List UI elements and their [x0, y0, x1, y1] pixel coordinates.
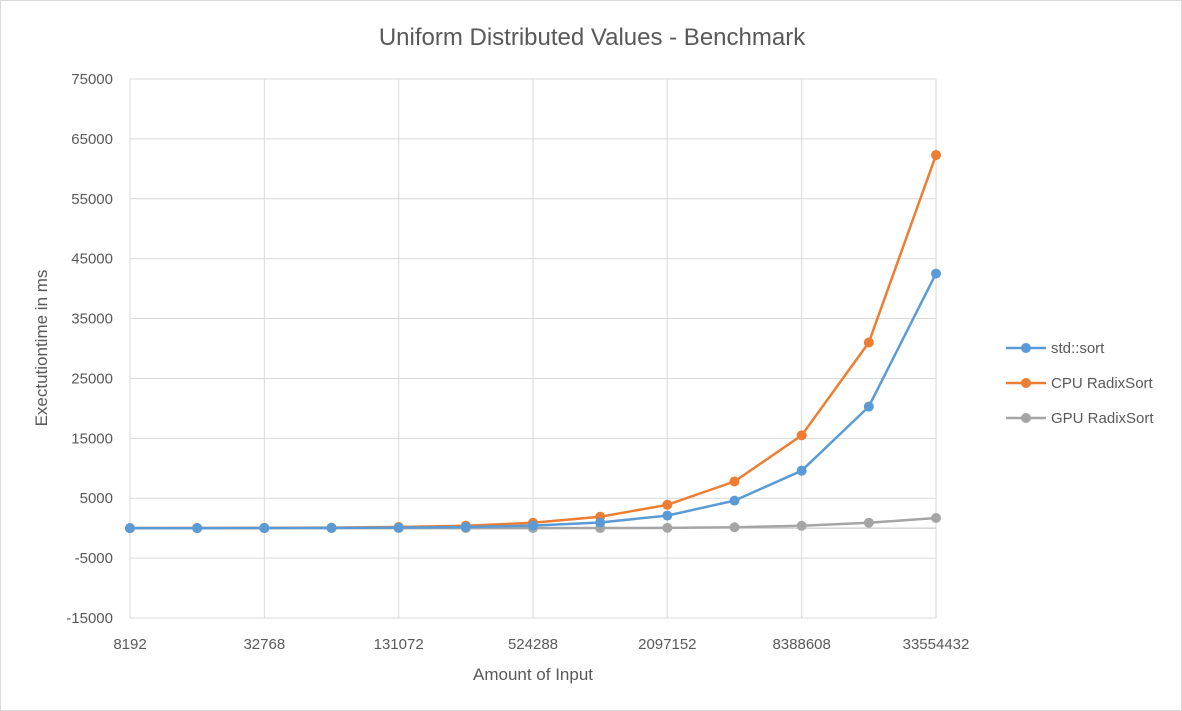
data-point	[863, 517, 874, 528]
y-tick-label: 65000	[71, 131, 113, 148]
data-point	[192, 523, 203, 534]
data-point	[595, 517, 606, 528]
data-point	[528, 520, 538, 531]
data-point	[729, 476, 740, 487]
legend-item: CPU RadixSort	[1006, 375, 1154, 392]
y-tick-label: 35000	[71, 311, 113, 328]
data-point	[326, 522, 337, 533]
data-point	[863, 401, 874, 412]
y-tick-label: -15000	[66, 610, 113, 627]
data-point	[796, 520, 807, 531]
x-tick-labels: 8192 32768 131072 524288 2097152 8388608 33554…	[113, 636, 969, 653]
y-tick-label: 15000	[71, 430, 113, 447]
x-tick-label: 8388608	[772, 636, 830, 653]
legend-label: std::sort	[1051, 340, 1105, 357]
y-tick-label: 45000	[71, 251, 113, 268]
y-axis-title: Exectutiontime in ms	[32, 270, 51, 427]
grid	[129, 78, 937, 619]
series-layer	[125, 150, 941, 534]
x-axis-title: Amount of Input	[473, 665, 593, 684]
data-point	[863, 337, 874, 348]
y-tick-label: 75000	[71, 71, 113, 88]
legend-marker	[1021, 343, 1031, 353]
data-point	[393, 522, 404, 533]
y-tick-label: 25000	[71, 370, 113, 387]
chart-title: Uniform Distributed Values - Benchmark	[379, 24, 806, 51]
legend-marker	[1021, 413, 1031, 423]
data-point	[931, 512, 941, 523]
x-tick-label: 131072	[374, 636, 424, 653]
legend-label: CPU RadixSort	[1051, 375, 1154, 392]
legend-item: GPU RadixSort	[1006, 410, 1154, 427]
data-point	[729, 495, 740, 506]
y-tick-label: 55000	[71, 191, 113, 208]
y-tick-label: -5000	[75, 550, 113, 567]
legend-marker	[1021, 378, 1031, 388]
legend-item: std::sort	[1006, 340, 1105, 357]
y-tick-labels: 75000 65000 55000 45000 35000 25000 15000 5000 -…	[66, 71, 113, 627]
series-std-sort	[125, 268, 941, 534]
data-point	[729, 522, 740, 533]
data-point	[931, 150, 941, 161]
data-point	[662, 522, 673, 533]
data-point	[662, 499, 673, 510]
data-point	[259, 523, 270, 534]
data-point	[796, 430, 807, 441]
data-point	[460, 521, 471, 532]
x-tick-label: 33554432	[903, 636, 970, 653]
x-tick-label: 8192	[113, 636, 146, 653]
data-point	[796, 465, 807, 476]
x-tick-label: 2097152	[638, 636, 696, 653]
data-point	[662, 510, 673, 521]
y-tick-label: 5000	[80, 490, 113, 507]
legend-label: GPU RadixSort	[1051, 410, 1154, 427]
x-tick-label: 32768	[243, 636, 285, 653]
data-point	[125, 523, 135, 534]
x-tick-label: 524288	[508, 636, 558, 653]
data-point	[931, 268, 941, 279]
